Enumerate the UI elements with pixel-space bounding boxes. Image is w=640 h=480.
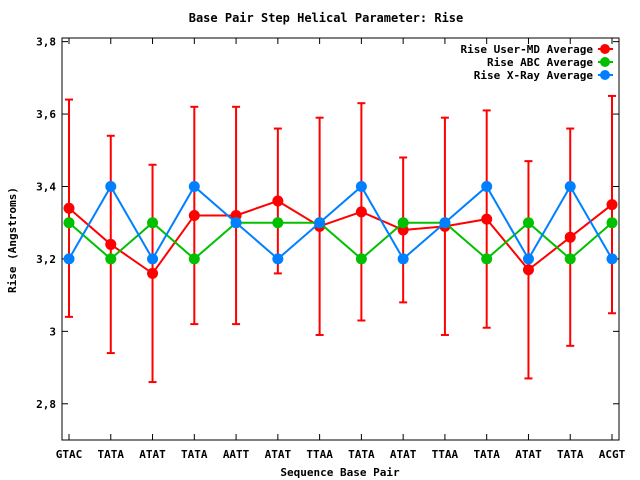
x-tick-label: ATAT <box>265 448 292 461</box>
y-tick-label: 3,8 <box>36 36 56 49</box>
legend-swatch-marker <box>600 44 610 54</box>
data-point <box>105 238 117 250</box>
data-point <box>522 217 534 229</box>
legend-swatch-marker <box>600 57 610 67</box>
data-point <box>606 217 618 229</box>
x-tick-label: GTAC <box>56 448 83 461</box>
data-point <box>439 217 451 229</box>
chart-title: Base Pair Step Helical Parameter: Rise <box>189 11 464 25</box>
data-point <box>564 253 576 265</box>
data-point <box>147 253 159 265</box>
data-point <box>272 217 284 229</box>
data-point <box>564 231 576 243</box>
data-point <box>147 217 159 229</box>
y-tick-label: 3,6 <box>36 108 56 121</box>
series-0 <box>63 94 618 384</box>
data-point <box>230 217 242 229</box>
x-tick-label: TATA <box>557 448 584 461</box>
x-tick-label: AATT <box>223 448 250 461</box>
data-point <box>522 253 534 265</box>
x-tick-label: ATAT <box>515 448 542 461</box>
data-point <box>314 217 326 229</box>
data-point <box>147 267 159 279</box>
data-point <box>564 180 576 192</box>
x-tick-label: TATA <box>473 448 500 461</box>
y-axis-label: Rise (Angstroms) <box>6 187 19 293</box>
legend-swatch-marker <box>600 70 610 80</box>
x-tick-label: TTAA <box>306 448 333 461</box>
x-axis-label: Sequence Base Pair <box>280 466 400 479</box>
series-line <box>68 221 613 261</box>
y-tick-label: 2,8 <box>36 398 56 411</box>
x-tick-label: TATA <box>348 448 375 461</box>
data-point <box>63 217 75 229</box>
plot-area: 2,8 3 3,2 3,4 3,6 3,8 GTAC TATA ATAT TATA AATT ATAT… <box>36 36 625 461</box>
data-point <box>522 264 534 276</box>
data-point <box>606 253 618 265</box>
data-point <box>188 209 200 221</box>
y-tick-label: 3,4 <box>36 180 56 193</box>
x-tick-label: ATAT <box>139 448 166 461</box>
x-tick-label: ACGT <box>599 448 626 461</box>
series-2 <box>63 180 618 265</box>
data-point <box>105 253 117 265</box>
data-point <box>188 253 200 265</box>
series-line <box>68 199 613 275</box>
legend-label: Rise ABC Average <box>487 56 593 69</box>
data-point <box>272 195 284 207</box>
data-point <box>481 253 493 265</box>
series-1 <box>63 217 618 265</box>
x-tick-label: TATA <box>98 448 125 461</box>
x-tick-label: ATAT <box>390 448 417 461</box>
data-point <box>355 180 367 192</box>
data-point <box>355 206 367 218</box>
plot-frame <box>61 37 620 441</box>
data-point <box>397 253 409 265</box>
data-point <box>481 213 493 225</box>
x-tick-label: TATA <box>181 448 208 461</box>
data-point <box>355 253 367 265</box>
data-point <box>63 253 75 265</box>
x-tick-label: TTAA <box>432 448 459 461</box>
data-point <box>606 199 618 211</box>
data-point <box>481 180 493 192</box>
legend-label: Rise X-Ray Average <box>474 69 594 82</box>
series-line <box>68 184 613 261</box>
legend-label: Rise User-MD Average <box>461 43 594 56</box>
data-point <box>397 217 409 229</box>
y-tick-label: 3 <box>49 325 56 338</box>
data-point <box>63 202 75 214</box>
y-tick-label: 3,2 <box>36 253 56 266</box>
data-point <box>188 180 200 192</box>
data-point <box>272 253 284 265</box>
data-point <box>105 180 117 192</box>
